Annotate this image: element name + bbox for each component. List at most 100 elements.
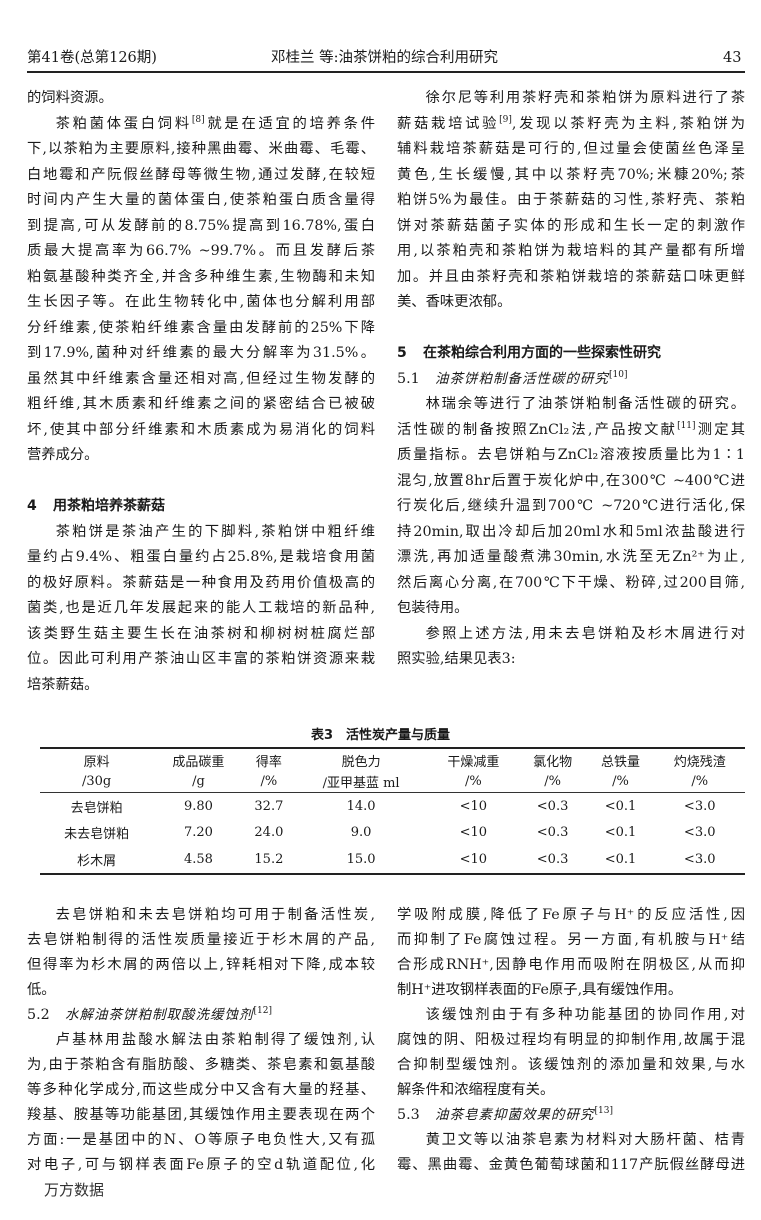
text-line: 制H⁺进攻钢样表面的Fe原子,具有缓蚀作用。 [397,982,683,998]
journal-volume: 第41卷(总第126期) [27,50,157,66]
text-line: 参照上述方法,用未去皂饼粕及杉木屑进行对 [425,625,745,642]
table-header-units-row: /30g/g/%/亚甲基蓝 ml/%/%/%/% [40,771,745,793]
text-line: 而抑制了Fe腐蚀过程。另一方面,有机胺与H⁺结 [397,932,745,948]
table-cell: <0.1 [604,798,637,814]
table-row: 去皂饼粕 9.80 32.7 14.0 <10 <0.3 <0.1 <3.0 [40,793,745,820]
table-cell: /% [518,771,587,793]
citation: [11] [677,420,696,431]
table-cell: 4.58 [153,846,244,875]
table-cell: 7.20 [183,825,213,841]
text-line: 合形成RNH⁺,因静电作用而吸附在阴极区,从而抑 [397,957,745,973]
text-line: 的饲料资源。 [27,90,113,106]
text-line: 到17.9%,菌种对纤维素的最大分解率为31.5%。 [27,345,375,361]
table-cell: /30g [40,771,154,793]
left-column-bottom: 去皂饼粕和未去皂饼粕均可用于制备活性炭, 去皂饼粕制得的活性炭质量接近于杉木屑的产… [27,903,375,1178]
citation: [10] [609,369,628,380]
table-cell: <10 [428,846,519,875]
table-cell: /% [654,771,745,793]
watermark: 万方数据 [44,1181,105,1199]
citation: [12] [253,1006,272,1016]
right-column-top: 徐尔尼等利用茶籽壳和茶粕饼为原料进行了茶 薪菇栽培试验[9],发现以茶籽壳为主料,… [397,86,745,673]
table-cell: 干燥减重 [428,747,519,771]
text-line: 质量指标。去皂饼粕与ZnCl₂溶液按质量比为1∶1 [397,447,745,463]
table-cell: 9.0 [350,825,372,841]
text-line: 行炭化后,继续升温到700℃ ~720℃进行活化,保 [397,498,745,514]
text-line: 然后离心分离,在700℃下干燥、粉碎,过200目筛, [397,574,745,591]
text-line: 辅料栽培茶薪菇是可行的,但过量会使菌丝色泽呈 [397,141,745,157]
running-title: 邓桂兰 等:油茶饼粕的综合利用研究 [271,50,498,66]
table-caption: 表3 活性炭产量与质量 [310,728,451,743]
citation: [9] [499,114,512,125]
table-cell: 总铁量 [586,747,655,771]
table-cell: <3.0 [683,798,716,814]
subsection-title: 油茶饼粕制备活性碳的研究 [435,370,609,387]
text-line: 坏,使其中部分纤维素和木质素成为易消化的饲料 [27,421,375,438]
table-cell: 15.0 [294,846,429,875]
subsection-number: 5.1 [397,370,420,387]
section-heading-5: 5 在茶粕综合利用方面的一些探索性研究 [397,341,745,367]
paragraph: 林瑞余等进行了油茶饼粕制备活性碳的研究。活性碳的制备按照ZnCl₂法,产品按文献… [397,392,745,622]
text-line: 下,以茶粕为主要原料,接种黑曲霉、米曲霉、毛霉、 [27,141,375,157]
text-line: 虽然其中纤维素含量还相对高,但经过生物发酵的 [27,370,375,387]
text-line: 质最大提高率为66.7% ~99.7%。而且发酵后茶 [27,243,375,259]
table-cell: <0.3 [536,798,569,814]
text-line: 去皂饼粕制得的活性炭质量接近于杉木屑的产品, [27,932,375,948]
table-cell: /亚甲基蓝 ml [294,771,429,793]
spacer [397,316,745,342]
table-cell: 未去皂饼粕 [64,827,130,843]
section-number: 4 [27,498,37,514]
paragraph: 茶粕菌体蛋白饲料[8]就是在适宜的培养条件下,以茶粕为主要原料,接种黑曲霉、米曲… [27,112,375,469]
paragraph: 茶粕饼是茶油产生的下脚料,茶粕饼中粗纤维 量约占9.4%、粗蛋白量约占25.8%,… [27,520,375,699]
text-line: 持20min,取出冷却后加20ml水和5ml浓盐酸进行 [397,523,745,540]
text-line: 菌类,也是近几年发展起来的能人工栽培的新品种, [27,600,375,616]
text-line: 解条件和浓缩程度有关。 [397,1082,555,1098]
section-heading-4: 4 用茶粕培养茶薪菇 [27,494,375,520]
table-cell: 得率 [243,747,295,771]
table-3: 原料 成品碳重 得率 脱色力 干燥减重 氯化物 总铁量 灼烧残渣 /30g/g/%/亚甲基蓝 … [40,747,745,875]
table-cell: 杉木屑 [40,846,154,875]
text-line: 等多种化学成分,而这些成分中又含有大量的羟基、 [27,1082,375,1098]
table-cell: /g [153,771,244,793]
paragraph: 去皂饼粕和未去皂饼粕均可用于制备活性炭, 去皂饼粕制得的活性炭质量接近于杉木屑的产… [27,903,375,1003]
text-line: 到提高,可从发酵前的8.75%提高到16.78%,蛋白 [27,217,375,234]
table-cell: <3.0 [683,825,716,841]
subsection-number: 5.3 [397,1107,420,1123]
text-line: 时间内产生大量的菌体蛋白,使茶粕蛋白质含量得 [27,192,375,208]
table-cell: /% [586,771,655,793]
table-row: 未去皂饼粕 7.20 24.0 9.0 <10 <0.3 <0.1 <3.0 [40,820,745,847]
left-column-top: 的饲料资源。 茶粕菌体蛋白饲料[8]就是在适宜的培养条件下,以茶粕为主要原料,接… [27,86,375,698]
text-line: 薪菇栽培试验[9],发现以茶籽壳为主料,茶粕饼为 [397,114,745,132]
text-line: 合抑制型缓蚀剂。该缓蚀剂的添加量和效果,与水 [397,1057,745,1073]
subsection-heading-5-3: 5.3 油茶皂素抑菌效果的研究[13] [397,1103,745,1128]
table-cell: 9.80 [183,798,213,814]
text-line: 该缓蚀剂由于有多种功能基团的协同作用,对 [425,1007,745,1023]
text-line: 混匀,放置8hr后置于炭化炉中,在300℃ ~400℃进 [397,472,745,489]
text-line: 位。因此可利用产茶油山区丰富的茶粕饼资源来栽 [27,651,375,667]
text-line: 营养成分。 [27,447,99,463]
text-line: 茶粕菌体蛋白饲料[8]就是在适宜的培养条件 [55,114,376,132]
paragraph: 该缓蚀剂由于有多种功能基团的协同作用,对 腐蚀的阴、阳极过程均有明显的抑制作用,故… [397,1003,745,1103]
subsection-heading-5-1: 5.1 油茶饼粕制备活性碳的研究[10] [397,367,745,393]
text-line: 白地霉和产阮假丝酵母等微生物,通过发酵,在较短 [27,166,375,183]
table-cell: 原料 [40,747,154,771]
text-line: 方面:一是基团中的N、O等原子电负性大,又有孤 [27,1132,375,1148]
section-title: 在茶粕综合利用方面的一些探索性研究 [423,345,661,361]
text-line: 黄色,生长缓慢,其中以茶籽壳70%;米糠20%;茶 [397,166,745,183]
text-line: 黄卫文等以油茶皂素为材料对大肠杆菌、桔青 [425,1132,745,1148]
text-line: 但得率为杉木屑的两倍以上,锌耗相对下降,成本较 [27,957,375,973]
text-line: 分纤维素,使茶粕纤维素含量由发酵前的25%下降 [27,319,375,336]
header-rule [27,71,745,73]
text-line: 粕氨基酸种类齐全,并含多种维生素,生物酶和未知 [27,268,375,285]
text-line: 漂洗,再加适量酸煮沸30min,水洗至无Zn²⁺为止, [397,549,745,565]
right-column-bottom: 学吸附成膜,降低了Fe原子与H⁺的反应活性,因 而抑制了Fe腐蚀过程。另一方面,有… [397,903,745,1178]
text-line: 照实验,结果见表3: [397,651,516,667]
table-cell: <3.0 [654,846,745,875]
text-line: 林瑞余等进行了油茶饼粕制备活性碳的研究。 [425,396,745,412]
section-number: 5 [397,345,407,361]
table-cell: 灼烧残渣 [654,747,745,771]
text-line: 活性碳的制备按照ZnCl₂法,产品按文献[11]测定其 [397,420,745,438]
text-line: 去皂饼粕和未去皂饼粕均可用于制备活性炭, [55,907,375,923]
table-cell: /% [428,771,519,793]
table-cell: 成品碳重 [153,747,244,771]
text-line: 羧基、胺基等功能基团,其缓蚀作用主要表现在两个 [27,1107,375,1123]
